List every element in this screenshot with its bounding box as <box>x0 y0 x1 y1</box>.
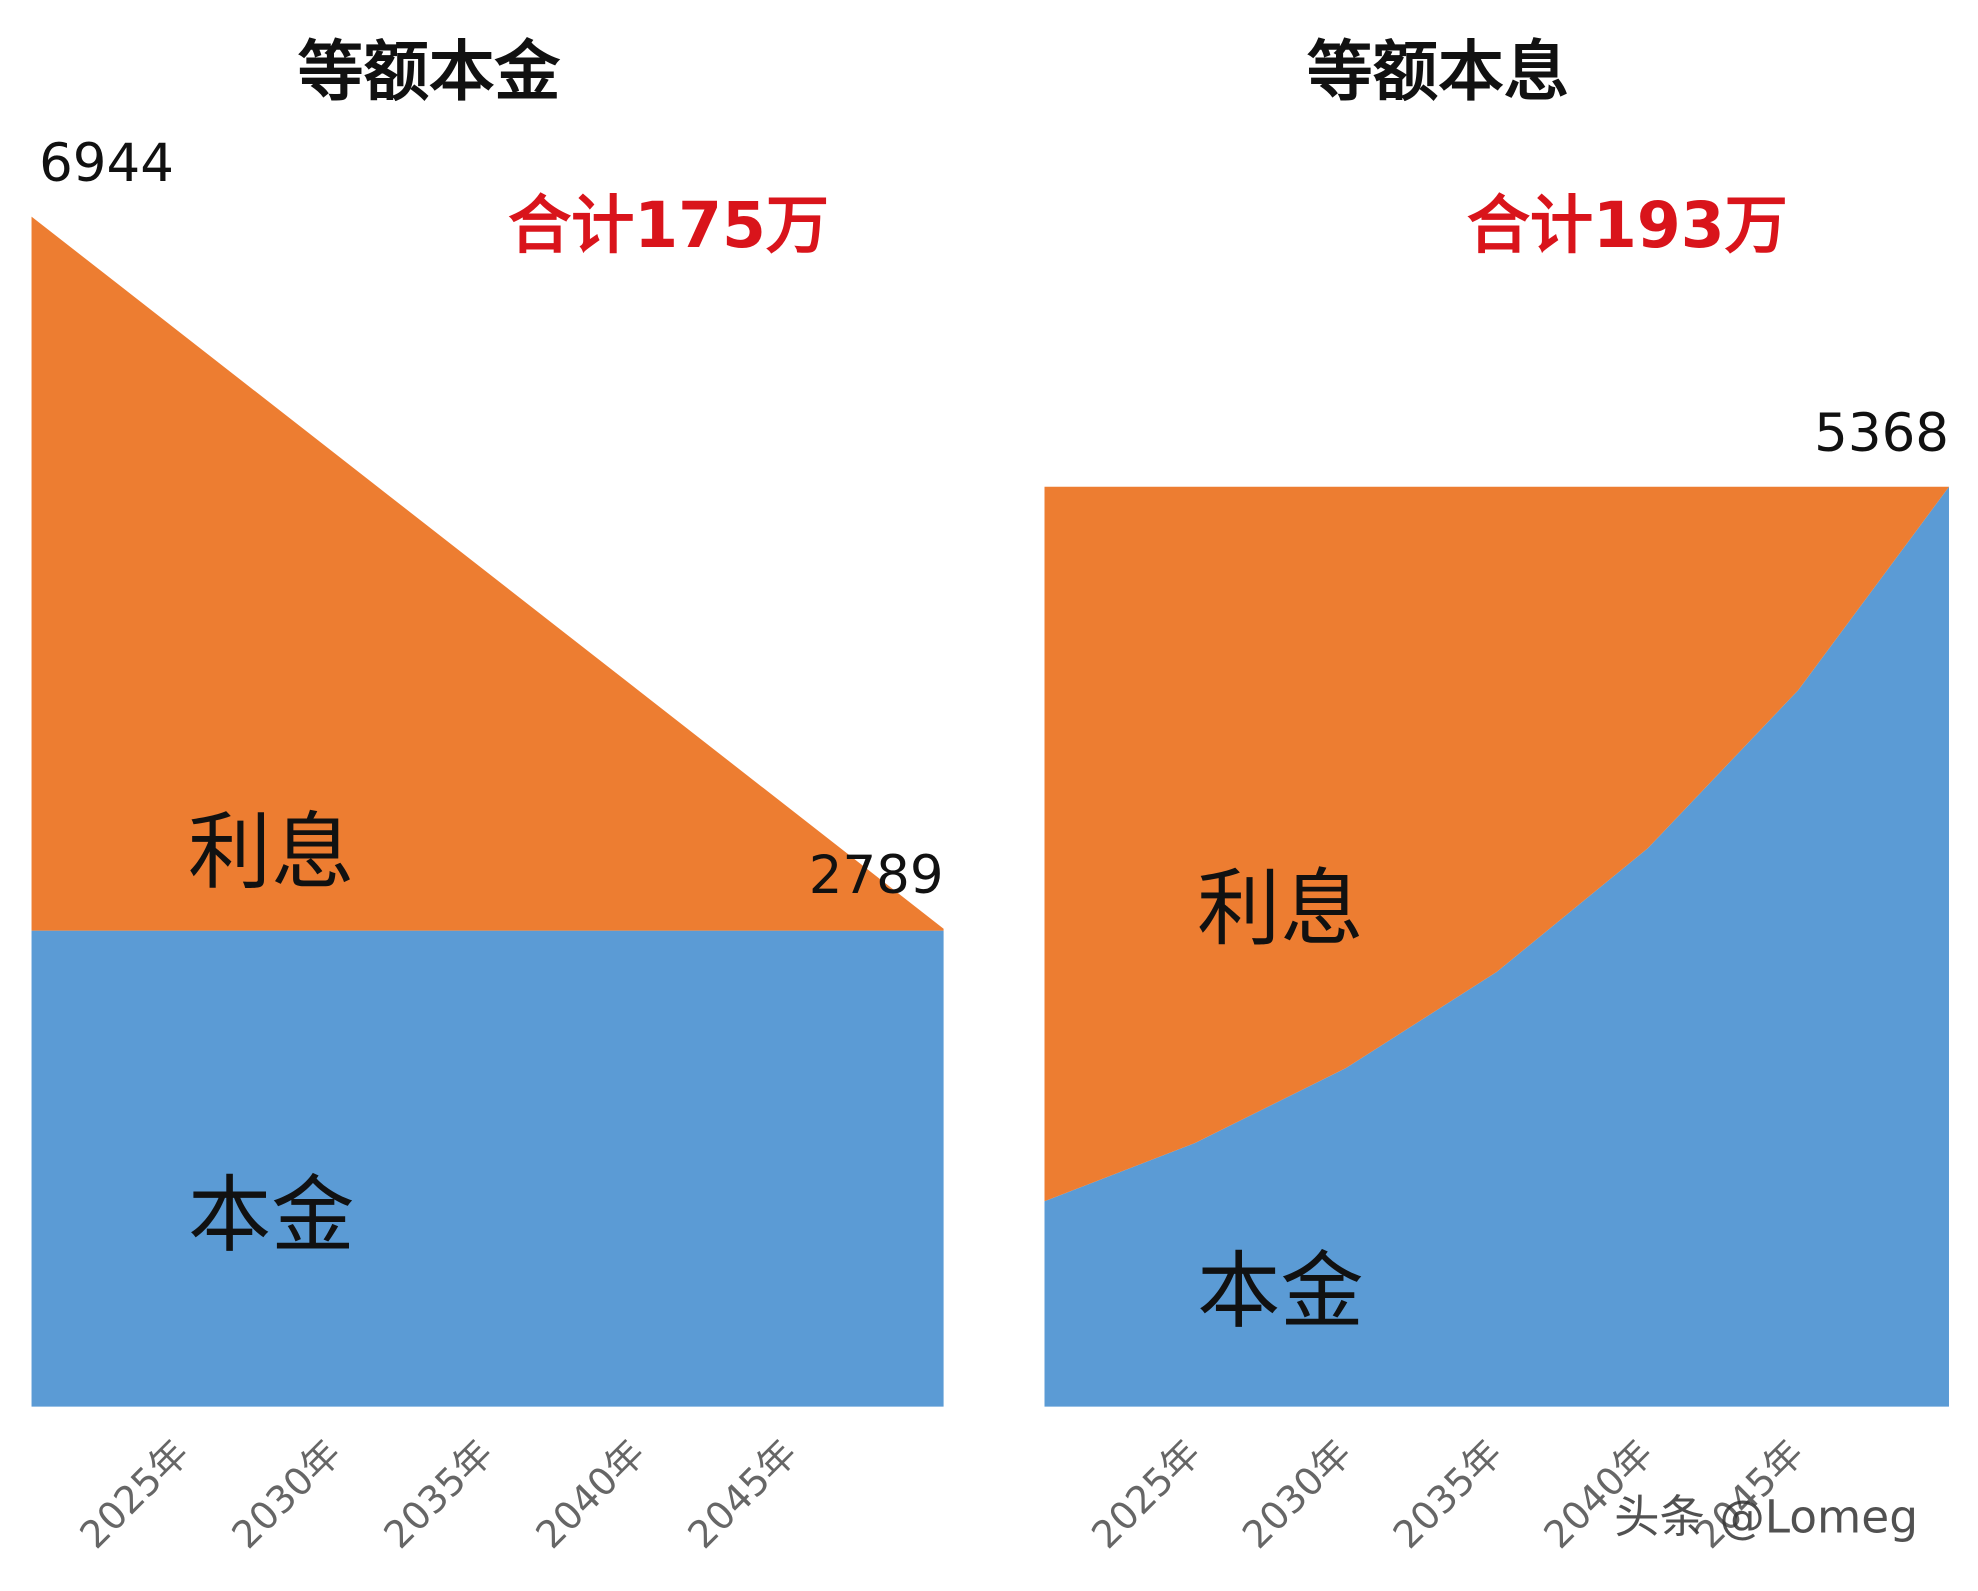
point-label: 2789 <box>809 845 944 906</box>
chart-title: 等额本息 <box>1307 34 1569 110</box>
point-label: 6944 <box>39 133 174 194</box>
x-tick-label: 2035年 <box>375 1431 501 1557</box>
x-tick-label: 2040年 <box>527 1431 653 1557</box>
chart-subtitle: 合计193万 <box>1467 188 1788 262</box>
chart-subtitle: 合计175万 <box>508 188 829 262</box>
point-label: 5368 <box>1814 403 1949 464</box>
area <box>31 930 944 1407</box>
series-label: 本金 <box>188 1167 355 1264</box>
area <box>1044 486 1949 1407</box>
x-tick-label: 2025年 <box>71 1431 197 1557</box>
watermark: 头条 @Lomeg <box>1614 1491 1918 1544</box>
series-label: 本金 <box>1197 1243 1364 1340</box>
x-tick-label: 2045年 <box>679 1431 805 1557</box>
x-tick-label: 2035年 <box>1385 1431 1511 1557</box>
x-tick-label: 2025年 <box>1083 1431 1209 1557</box>
chart-title: 等额本金 <box>298 34 561 110</box>
area <box>31 216 944 931</box>
x-tick-label: 2030年 <box>223 1431 349 1557</box>
area <box>1044 486 1949 1202</box>
series-label: 利息 <box>1197 861 1364 958</box>
x-tick-label: 2030年 <box>1234 1431 1360 1557</box>
series-label: 利息 <box>188 804 355 901</box>
